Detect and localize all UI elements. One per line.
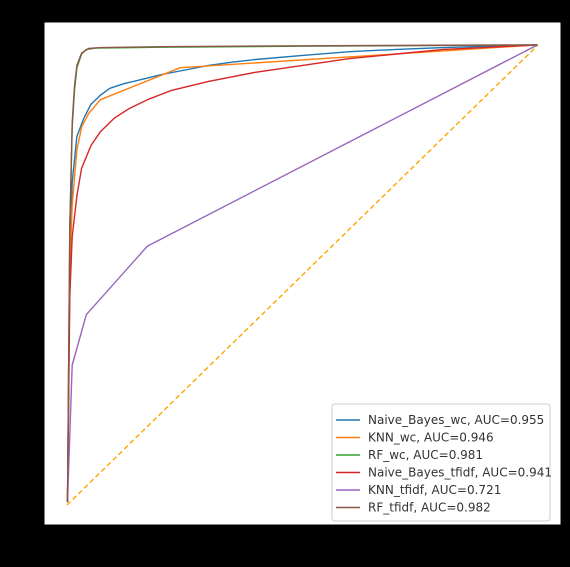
- legend-label-3: RF_wc, AUC=0.981: [368, 448, 483, 462]
- legend-label-4: Naive_Bayes_tfidf, AUC=0.941: [368, 466, 552, 480]
- diagonal-reference-line: [66, 44, 539, 506]
- plot-frame: [43, 21, 562, 526]
- series-layer: [66, 44, 538, 503]
- roc-series-line-6: [66, 44, 538, 503]
- legend-box: [331, 403, 551, 522]
- legend: Naive_Bayes_wc, AUC=0.955 KNN_wc, AUC=0.9…: [331, 403, 552, 522]
- legend-label-5: KNN_tfidf, AUC=0.721: [368, 483, 501, 497]
- legend-label-6: RF_tfidf, AUC=0.982: [368, 501, 491, 515]
- roc-series-line-2: [66, 44, 538, 503]
- roc-series-line-5: [66, 44, 538, 503]
- roc-series-line-4: [66, 44, 538, 503]
- legend-label-1: Naive_Bayes_wc, AUC=0.955: [368, 413, 544, 427]
- legend-label-2: KNN_wc, AUC=0.946: [368, 431, 494, 445]
